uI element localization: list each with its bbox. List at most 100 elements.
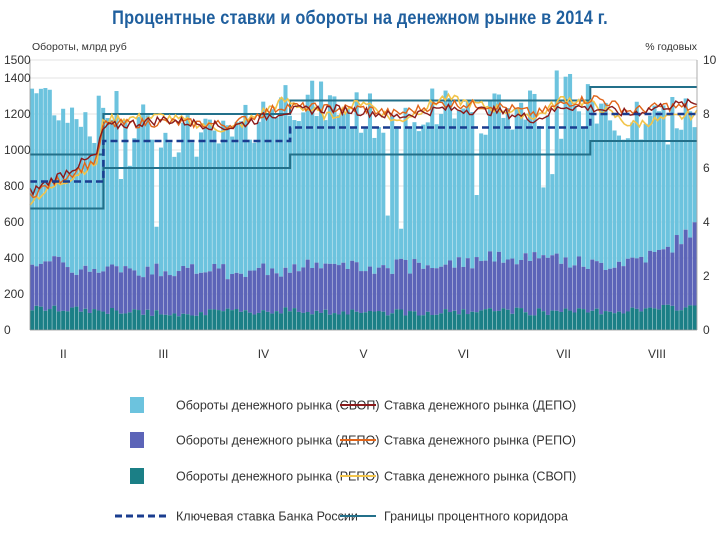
repo-bar-144 bbox=[670, 305, 675, 330]
depo-bar-138 bbox=[643, 262, 648, 309]
svop-bar-102 bbox=[483, 134, 488, 261]
depo-bar-119 bbox=[559, 263, 564, 312]
key-rate-line bbox=[30, 112, 697, 183]
repo-bar-4 bbox=[47, 309, 52, 330]
svop-bar-142 bbox=[661, 105, 666, 250]
svop-bar-46 bbox=[234, 122, 239, 273]
repo-bar-26 bbox=[145, 309, 150, 330]
repo-bar-13 bbox=[87, 312, 92, 330]
depo-bar-40 bbox=[207, 271, 212, 310]
svop-bar-113 bbox=[532, 93, 537, 253]
repo-bar-133 bbox=[621, 313, 626, 330]
repo-bar-103 bbox=[488, 308, 493, 330]
repo-bar-57 bbox=[283, 307, 288, 330]
depo-bar-28 bbox=[154, 263, 159, 311]
repo-bar-48 bbox=[243, 310, 248, 330]
left-tick-label: 1400 bbox=[4, 71, 31, 85]
depo-bar-81 bbox=[390, 273, 395, 314]
repo-bar-20 bbox=[118, 313, 123, 330]
svop-bar-80 bbox=[385, 215, 390, 269]
repo-bar-68 bbox=[332, 313, 337, 330]
depo-bar-122 bbox=[572, 265, 577, 313]
repo-bar-31 bbox=[167, 315, 172, 330]
svop-bar-123 bbox=[576, 111, 581, 257]
svop-bar-45 bbox=[230, 136, 235, 275]
depo-rate-line bbox=[29, 98, 698, 197]
depo-bar-140 bbox=[652, 251, 657, 309]
svop-bar-50 bbox=[252, 142, 257, 271]
depo-bar-39 bbox=[203, 272, 208, 316]
depo-bar-9 bbox=[70, 272, 75, 308]
repo-bar-109 bbox=[514, 307, 519, 330]
svop-bar-109 bbox=[514, 108, 519, 265]
repo-bar-44 bbox=[225, 308, 230, 330]
repo-bar-112 bbox=[528, 315, 533, 330]
repo-bar-126 bbox=[590, 310, 595, 330]
repo-bar-120 bbox=[563, 308, 568, 330]
repo-bar-61 bbox=[301, 312, 306, 330]
repo-bar-67 bbox=[327, 314, 332, 330]
chart-title: Процентные ставки и обороты на денежном … bbox=[112, 8, 608, 29]
depo-bar-31 bbox=[167, 275, 172, 316]
svop-bar-85 bbox=[407, 126, 413, 274]
svop-bar-1 bbox=[34, 93, 39, 267]
depo-bar-112 bbox=[528, 260, 533, 316]
repo-bar-74 bbox=[359, 312, 364, 330]
repo-bar-136 bbox=[634, 308, 639, 330]
svop-bar-0 bbox=[30, 88, 35, 265]
depo-bar-146 bbox=[679, 244, 684, 311]
repo-bar-55 bbox=[274, 311, 279, 330]
svop-bar-4 bbox=[47, 89, 52, 262]
depo-bar-67 bbox=[327, 263, 332, 315]
left-tick-label: 1500 bbox=[4, 53, 31, 67]
depo-bar-76 bbox=[367, 266, 372, 311]
repo-bar-7 bbox=[61, 310, 66, 330]
right-axis-label: % годовых bbox=[645, 41, 698, 53]
depo-bar-22 bbox=[127, 268, 132, 313]
repo-bar-139 bbox=[648, 307, 653, 330]
depo-bar-37 bbox=[194, 273, 199, 316]
depo-bar-106 bbox=[501, 262, 506, 309]
depo-bar-104 bbox=[492, 261, 497, 312]
svop-bar-67 bbox=[327, 95, 332, 264]
depo-bar-128 bbox=[599, 262, 604, 315]
repo-bar-92 bbox=[439, 313, 444, 330]
svop-bar-94 bbox=[447, 98, 453, 261]
svop-bar-126 bbox=[590, 100, 595, 260]
repo-bar-41 bbox=[212, 309, 217, 330]
svop-bar-68 bbox=[332, 96, 337, 264]
depo-bar-72 bbox=[350, 260, 355, 310]
depo-bar-77 bbox=[372, 273, 377, 312]
depo-bar-129 bbox=[603, 270, 608, 312]
repo-bar-19 bbox=[114, 310, 119, 330]
svop-bar-42 bbox=[216, 143, 221, 269]
left-tick-label: 0 bbox=[4, 323, 11, 337]
svop-bar-96 bbox=[456, 110, 461, 258]
svop-bar-130 bbox=[608, 120, 613, 269]
svop-bar-70 bbox=[341, 113, 346, 263]
depo-bar-6 bbox=[56, 256, 61, 312]
legend-label-2: Обороты денежного рынка (ДЕПО) bbox=[176, 434, 379, 448]
depo-bar-96 bbox=[456, 257, 461, 315]
left-tick-label: 600 bbox=[4, 215, 24, 229]
depo-bar-78 bbox=[376, 267, 381, 312]
month-tick-label: VI bbox=[458, 347, 469, 361]
repo-bar-34 bbox=[181, 313, 186, 330]
depo-bar-123 bbox=[576, 256, 581, 309]
depo-bar-51 bbox=[256, 267, 261, 313]
depo-bar-84 bbox=[403, 259, 408, 316]
repo-bar-25 bbox=[141, 314, 146, 330]
repo-bar-84 bbox=[403, 315, 408, 330]
axes: 0 200 400 600 800 1000 1200 1400 1500 0 2 4 6 8 10 Обор… bbox=[4, 41, 717, 361]
svop-bar-145 bbox=[674, 128, 679, 236]
legend: Обороты денежного рынка (СВОП) Ставка ден… bbox=[115, 397, 576, 524]
repo-bar-71 bbox=[345, 314, 350, 330]
left-tick-label: 800 bbox=[4, 179, 24, 193]
svop-bar-55 bbox=[274, 117, 279, 274]
legend-swatch-2 bbox=[130, 432, 144, 448]
depo-bar-110 bbox=[519, 260, 524, 309]
repo-bar-65 bbox=[319, 312, 324, 330]
repo-bar-58 bbox=[287, 311, 292, 330]
svop-bar-140 bbox=[652, 105, 657, 252]
svop-bar-33 bbox=[176, 152, 181, 272]
